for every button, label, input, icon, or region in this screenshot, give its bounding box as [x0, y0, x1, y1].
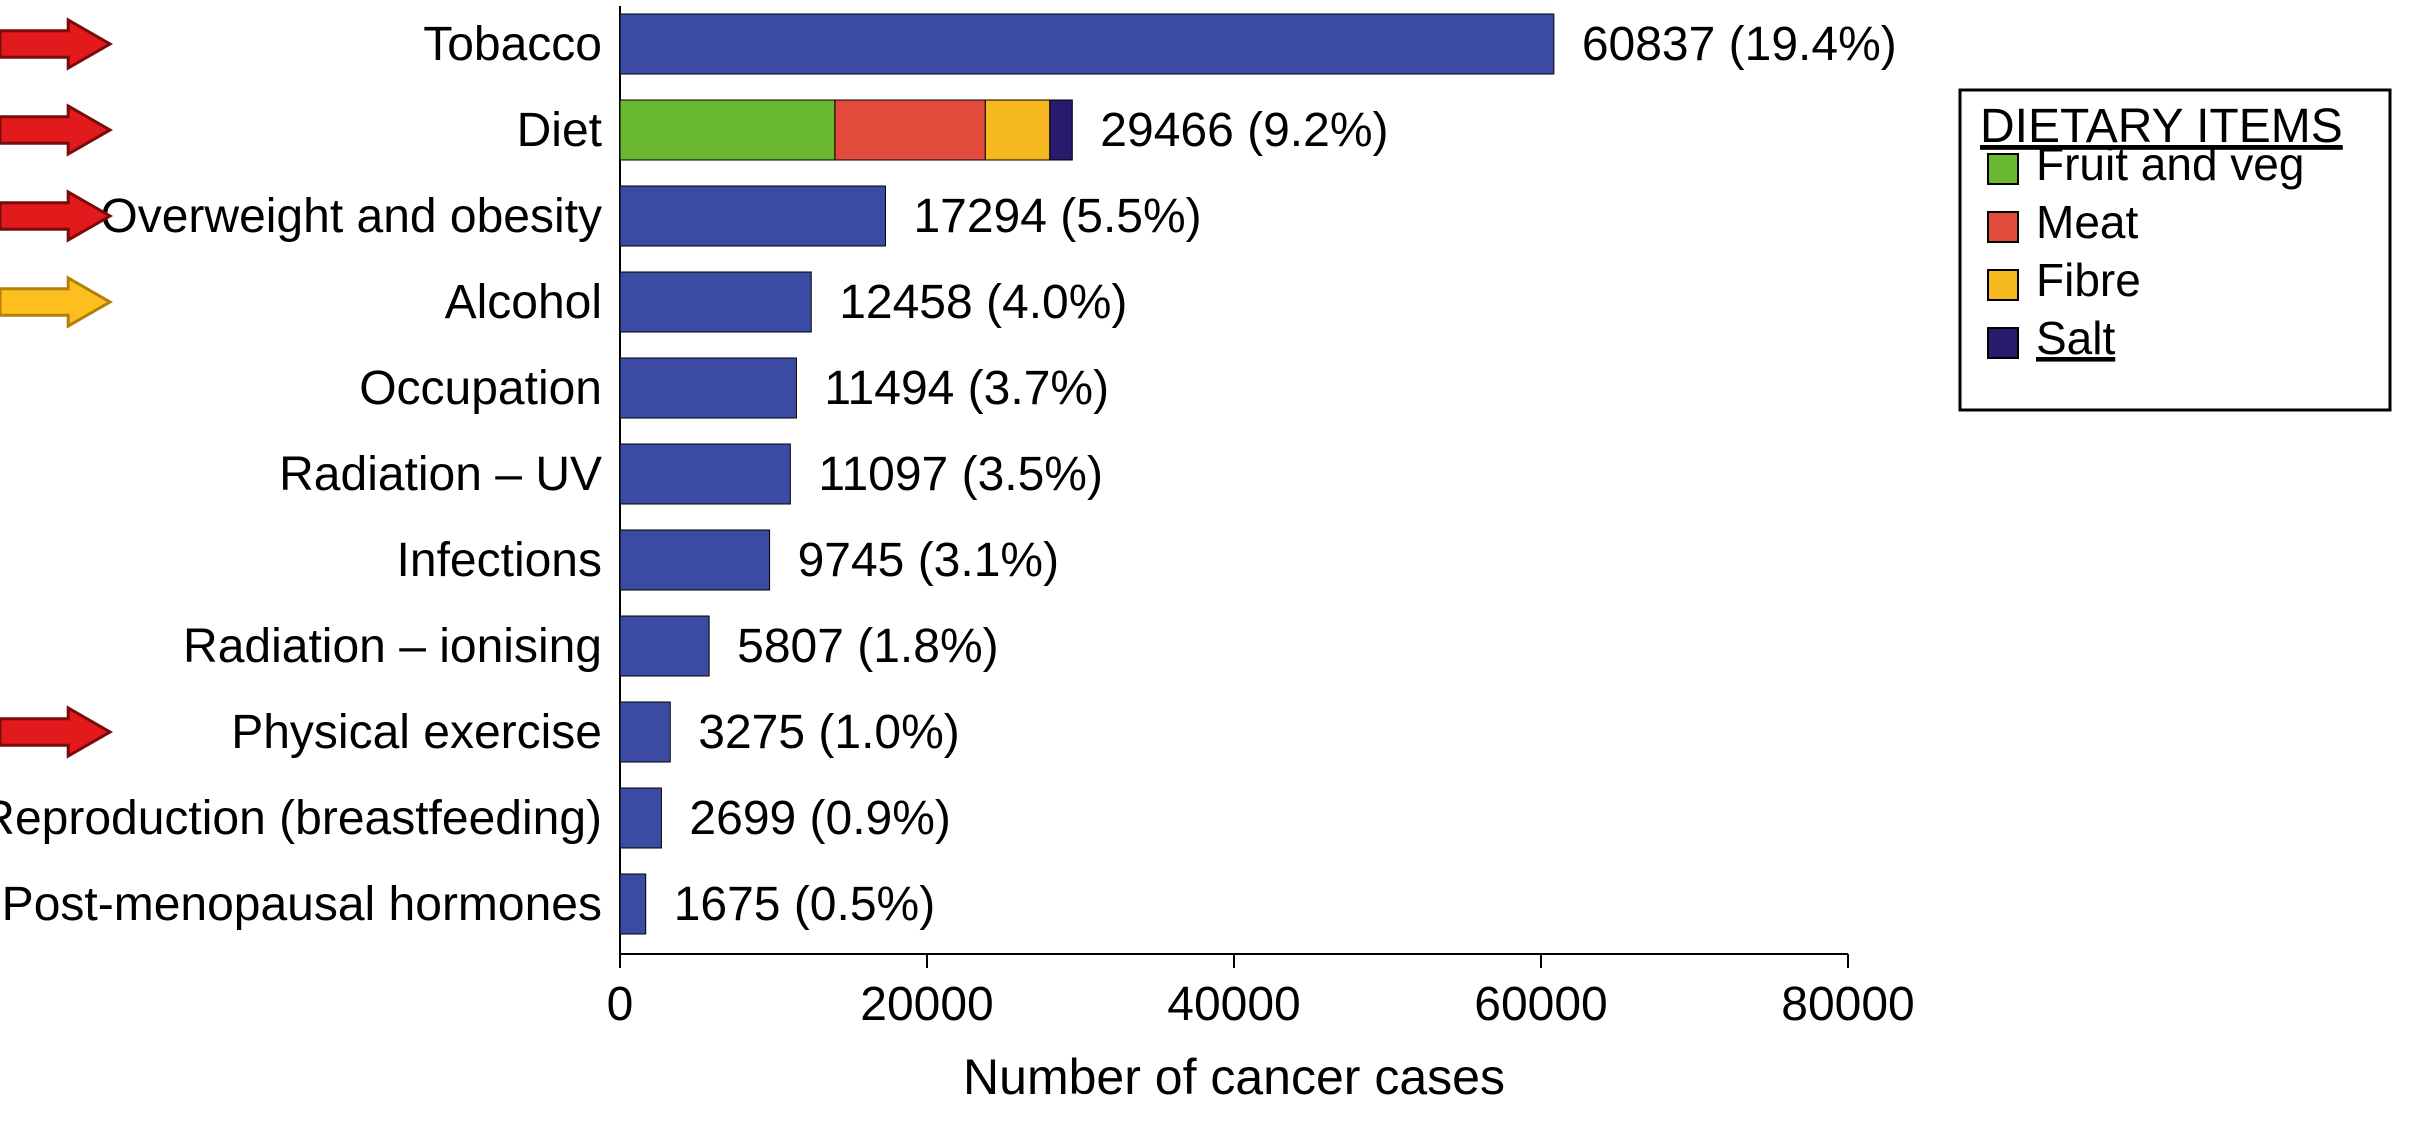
category-label: Radiation – ionising	[183, 620, 602, 673]
legend-swatch	[1988, 270, 2018, 300]
x-axis-tick-label: 60000	[1474, 978, 1607, 1031]
x-axis-label: Number of cancer cases	[963, 1049, 1505, 1105]
arrow-yellow-icon	[0, 278, 110, 326]
bar-segment	[1050, 100, 1073, 160]
bar	[620, 186, 885, 246]
legend-item-label: Meat	[2036, 196, 2138, 248]
x-axis-tick-label: 80000	[1781, 978, 1914, 1031]
arrow-red-icon	[0, 20, 110, 68]
legend-swatch	[1988, 212, 2018, 242]
bar-value-label: 5807 (1.8%)	[737, 620, 999, 673]
category-label: Reproduction (breastfeeding)	[0, 792, 602, 845]
bar	[620, 272, 811, 332]
bar-segment	[620, 100, 835, 160]
category-label: Tobacco	[423, 18, 602, 71]
bar-value-label: 11494 (3.7%)	[824, 362, 1109, 415]
legend-item-label: Fibre	[2036, 254, 2141, 306]
category-label: Post-menopausal hormones	[2, 878, 602, 931]
legend-item-label: Salt	[2036, 312, 2115, 364]
category-label: Overweight and obesity	[100, 190, 602, 243]
bar-segment	[985, 100, 1049, 160]
x-axis-tick-label: 40000	[1167, 978, 1300, 1031]
bar	[620, 874, 646, 934]
bar	[620, 702, 670, 762]
bar	[620, 788, 661, 848]
arrow-red-icon	[0, 106, 110, 154]
arrow-red-icon	[0, 192, 110, 240]
x-axis-tick-label: 0	[607, 978, 634, 1031]
category-label: Alcohol	[445, 276, 602, 329]
bar-value-label: 29466 (9.2%)	[1100, 104, 1388, 157]
bar	[620, 444, 790, 504]
category-label: Occupation	[359, 362, 602, 415]
bar-value-label: 9745 (3.1%)	[798, 534, 1059, 587]
category-label: Radiation – UV	[279, 448, 602, 501]
bar-value-label: 11097 (3.5%)	[818, 448, 1103, 501]
category-label: Diet	[517, 104, 602, 157]
bar	[620, 616, 709, 676]
bar-value-label: 12458 (4.0%)	[839, 276, 1127, 329]
legend-item-label: Fruit and veg	[2036, 138, 2304, 190]
category-label: Physical exercise	[231, 706, 602, 759]
legend-swatch	[1988, 154, 2018, 184]
bar-value-label: 3275 (1.0%)	[698, 706, 960, 759]
bar-value-label: 17294 (5.5%)	[913, 190, 1201, 243]
bar	[620, 530, 770, 590]
bar-value-label: 1675 (0.5%)	[674, 878, 936, 931]
bar-value-label: 2699 (0.9%)	[689, 792, 951, 845]
legend-swatch	[1988, 328, 2018, 358]
bar-segment	[835, 100, 985, 160]
bar	[620, 358, 796, 418]
category-label: Infections	[397, 534, 602, 587]
bar-value-label: 60837 (19.4%)	[1582, 18, 1897, 71]
arrow-red-icon	[0, 708, 110, 756]
x-axis-tick-label: 20000	[860, 978, 993, 1031]
bar	[620, 14, 1554, 74]
